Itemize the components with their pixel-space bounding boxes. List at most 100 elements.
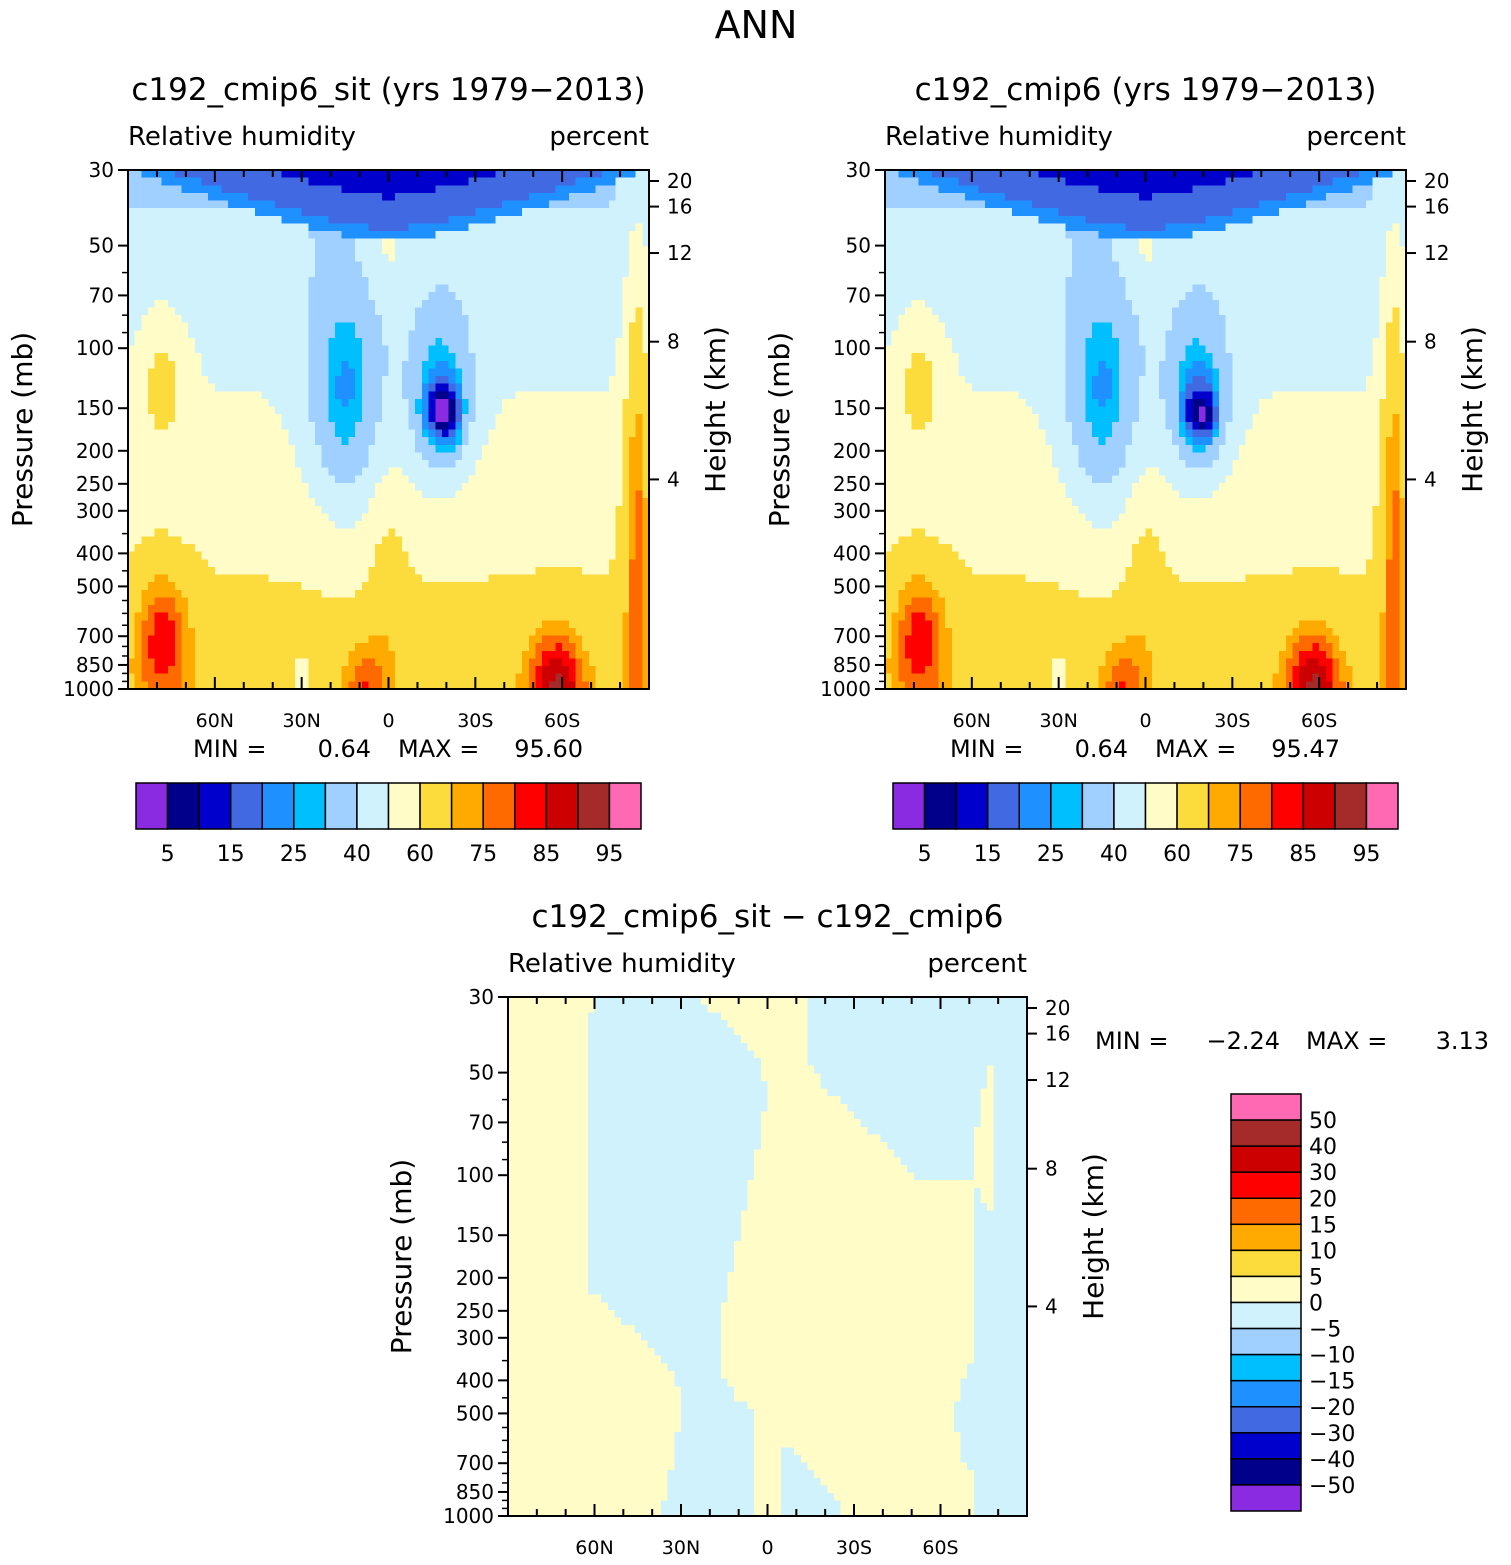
contour-cell <box>455 414 463 423</box>
contour-cell <box>401 376 410 385</box>
contour-cell <box>535 627 543 637</box>
contour-cell <box>274 582 283 591</box>
contour-cell <box>388 337 396 347</box>
contour-cell <box>495 337 503 347</box>
contour-cell <box>461 200 470 209</box>
contour-cell <box>608 261 617 270</box>
contour-cell <box>588 429 597 438</box>
contour-cell <box>622 177 630 186</box>
contour-cell <box>495 170 503 179</box>
contour-cell <box>608 322 617 331</box>
contour-cell <box>588 177 597 186</box>
contour-cell <box>315 292 323 301</box>
contour-cell <box>301 421 309 431</box>
contour-cell <box>615 292 623 301</box>
contour-cell <box>602 620 610 629</box>
contour-cell <box>341 192 350 202</box>
contour-cell <box>635 330 643 339</box>
contour-cell <box>254 498 263 507</box>
contour-cell <box>341 475 350 484</box>
contour-cell <box>375 406 383 415</box>
contour-cell <box>294 170 303 179</box>
contour-cell <box>208 360 216 370</box>
contour-cell <box>502 269 510 278</box>
contour-cell <box>154 498 162 507</box>
contour-cell <box>555 635 563 644</box>
contour-cell <box>268 284 276 293</box>
contour-cell <box>475 437 483 446</box>
contour-cell <box>595 620 603 629</box>
contour-cell <box>395 284 403 293</box>
contour-cell <box>194 406 203 415</box>
contour-cell <box>174 299 183 308</box>
contour-cell <box>468 559 476 568</box>
contour-cell <box>595 421 603 431</box>
contour-cell <box>508 475 517 484</box>
contour-cell <box>635 253 643 263</box>
contour-cell <box>588 627 597 637</box>
contour-cell <box>288 406 296 415</box>
contour-cell <box>622 276 630 286</box>
contour-cell <box>168 566 176 576</box>
contour-cell <box>388 559 396 568</box>
contour-cell <box>441 315 450 324</box>
contour-cell <box>154 223 162 232</box>
contour-cell <box>321 605 329 614</box>
contour-cell <box>615 513 623 522</box>
contour-cell <box>268 276 276 286</box>
contour-cell <box>355 521 363 530</box>
contour-cell <box>575 368 583 377</box>
contour-cell <box>588 566 597 576</box>
contour-cell <box>555 460 563 469</box>
contour-cell <box>228 635 236 644</box>
contour-cell <box>542 391 550 400</box>
contour-cell <box>234 421 243 431</box>
contour-cell <box>261 261 269 270</box>
contour-cell <box>355 414 363 423</box>
contour-cell <box>515 200 523 209</box>
contour-cell <box>194 353 203 362</box>
contour-cell <box>234 238 243 247</box>
contour-cell <box>194 460 203 469</box>
contour-cell <box>448 307 456 316</box>
contour-cell <box>535 551 543 560</box>
contour-cell <box>588 337 597 347</box>
contour-cell <box>261 299 269 308</box>
contour-cell <box>341 612 350 621</box>
contour-cell <box>508 337 517 347</box>
contour-cell <box>495 490 503 499</box>
contour-cell <box>261 559 269 568</box>
contour-cell <box>468 490 476 499</box>
contour-cell <box>408 490 416 499</box>
contour-cell <box>415 360 423 370</box>
contour-cell <box>341 177 350 186</box>
contour-cell <box>608 551 617 560</box>
contour-cell <box>508 269 517 278</box>
contour-cell <box>448 490 456 499</box>
contour-cell <box>495 650 503 660</box>
contour-cell <box>375 467 383 476</box>
contour-cell <box>181 223 189 232</box>
contour-cell <box>535 223 543 232</box>
contour-cell <box>154 437 162 446</box>
contour-cell <box>441 299 450 308</box>
contour-cell <box>502 208 510 217</box>
contour-cell <box>482 284 490 293</box>
contour-cell <box>535 406 543 415</box>
contour-cell <box>181 452 189 461</box>
contour-cell <box>328 536 336 545</box>
contour-cell <box>448 253 456 263</box>
contour-cell <box>148 589 156 599</box>
contour-cell <box>141 261 149 270</box>
contour-cell <box>234 223 243 232</box>
contour-cell <box>522 299 530 308</box>
contour-cell <box>294 528 303 537</box>
contour-cell <box>635 170 643 179</box>
contour-cell <box>234 543 243 553</box>
contour-cell <box>522 605 530 614</box>
contour-cell <box>281 215 289 225</box>
contour-cell <box>495 460 503 469</box>
contour-cell <box>401 223 410 232</box>
contour-cell <box>261 521 269 530</box>
contour-cell <box>488 429 496 438</box>
